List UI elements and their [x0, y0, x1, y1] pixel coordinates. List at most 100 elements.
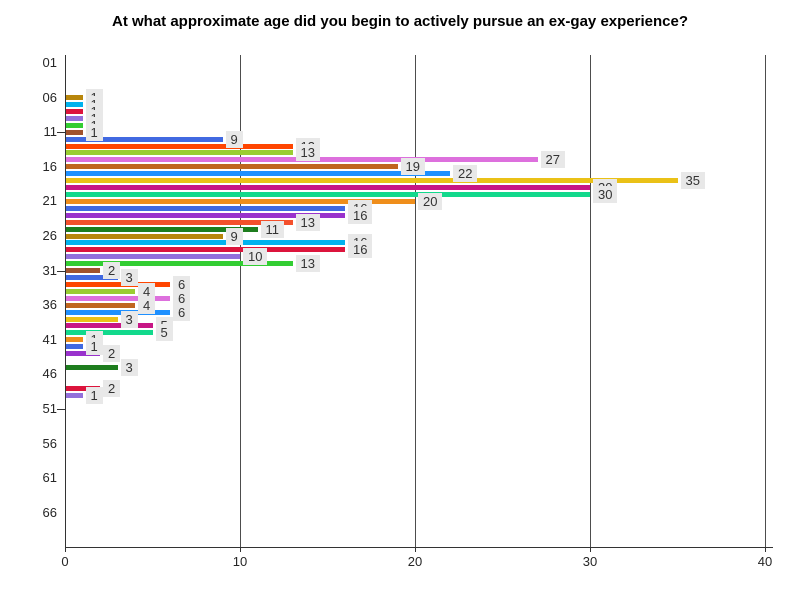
bar-age-29 [66, 254, 240, 260]
bar-age-49 [66, 392, 83, 398]
bar-age-45 [66, 364, 118, 370]
y-axis-tick-label: 01 [42, 55, 57, 70]
bar-age-16 [66, 164, 398, 170]
x-axis-tick-label: 10 [232, 554, 248, 569]
bar-age-7 [66, 102, 83, 108]
value-label-age-23: 16 [348, 206, 373, 224]
x-tick-dash-0 [65, 548, 66, 552]
value-label-age-38: 3 [120, 310, 138, 328]
bar-age-8 [66, 108, 83, 114]
bar-age-24 [66, 219, 293, 225]
y-axis-line [65, 55, 66, 548]
bar-age-23 [66, 212, 345, 218]
bar-age-42 [66, 344, 83, 350]
x-tick-dash-10 [240, 548, 241, 552]
bar-age-41 [66, 337, 83, 343]
value-label-age-36: 4 [138, 296, 156, 314]
x-axis-tick-label: 40 [757, 554, 773, 569]
bar-age-43 [66, 351, 100, 357]
y-axis-tick-label: 26 [42, 228, 57, 243]
y-tick-dash-11 [57, 132, 65, 133]
value-label-age-40: 5 [155, 324, 173, 342]
bar-age-19 [66, 185, 590, 191]
x-tick-dash-30 [590, 548, 591, 552]
bar-age-28 [66, 247, 345, 253]
value-label-age-28: 16 [348, 241, 373, 259]
gridline-x-30 [590, 55, 591, 547]
bar-age-25 [66, 226, 258, 232]
value-label-age-45: 3 [120, 358, 138, 376]
value-label-age-17: 22 [453, 165, 478, 183]
bar-age-35 [66, 295, 170, 301]
x-tick-dash-20 [415, 548, 416, 552]
gridline-x-40 [765, 55, 766, 547]
bar-age-37 [66, 309, 170, 315]
bar-age-11 [66, 129, 83, 135]
x-axis-tick-label: 30 [582, 554, 598, 569]
bar-age-20 [66, 191, 590, 197]
value-label-age-20: 30 [593, 185, 618, 203]
bar-age-36 [66, 302, 135, 308]
x-tick-dash-40 [765, 548, 766, 552]
value-label-age-11: 1 [85, 123, 103, 141]
x-axis-tick-label: 20 [407, 554, 423, 569]
gridline-x-20 [415, 55, 416, 547]
value-label-age-42: 1 [85, 338, 103, 356]
bar-age-10 [66, 122, 83, 128]
bar-age-34 [66, 288, 135, 294]
y-axis-tick-label: 46 [42, 366, 57, 381]
bar-age-21 [66, 198, 415, 204]
bar-age-26 [66, 233, 223, 239]
value-label-age-30: 13 [295, 255, 320, 273]
value-label-age-26: 9 [225, 227, 243, 245]
y-axis-tick-label: 66 [42, 505, 57, 520]
value-label-age-18: 35 [680, 172, 705, 190]
value-label-age-16: 19 [400, 158, 425, 176]
y-axis-tick-label: 41 [42, 332, 57, 347]
x-axis-line [65, 547, 773, 548]
y-axis-tick-label: 56 [42, 436, 57, 451]
y-axis-tick-label: 51 [42, 401, 57, 416]
y-axis-tick-label: 31 [42, 263, 57, 278]
value-label-age-31: 2 [103, 262, 121, 280]
bar-age-6 [66, 95, 83, 101]
y-axis-tick-label: 21 [42, 193, 57, 208]
y-axis-tick-label: 16 [42, 159, 57, 174]
value-label-age-24: 13 [295, 213, 320, 231]
value-label-age-12: 9 [225, 130, 243, 148]
chart-title: At what approximate age did you begin to… [112, 13, 688, 30]
bar-age-27 [66, 240, 345, 246]
value-label-age-43: 2 [103, 345, 121, 363]
value-label-age-33: 6 [173, 275, 191, 293]
bar-age-32 [66, 275, 118, 281]
bar-age-40 [66, 330, 153, 336]
bar-age-14 [66, 150, 293, 156]
bar-age-48 [66, 385, 100, 391]
y-tick-dash-51 [57, 409, 65, 410]
gridline-x-10 [240, 55, 241, 547]
value-label-age-49: 1 [85, 386, 103, 404]
bar-age-38 [66, 316, 118, 322]
bar-age-39 [66, 323, 153, 329]
value-label-age-14: 13 [295, 144, 320, 162]
bar-age-30 [66, 261, 293, 267]
bar-age-33 [66, 281, 170, 287]
y-axis-tick-label: 06 [42, 90, 57, 105]
value-label-age-34: 4 [138, 282, 156, 300]
bar-age-17 [66, 171, 450, 177]
value-label-age-37: 6 [173, 303, 191, 321]
bar-age-9 [66, 115, 83, 121]
value-label-age-32: 3 [120, 269, 138, 287]
value-label-age-21: 20 [418, 192, 443, 210]
value-label-age-25: 11 [260, 220, 284, 238]
y-axis-tick-label: 36 [42, 297, 57, 312]
y-tick-dash-31 [57, 271, 65, 272]
value-label-age-29: 10 [243, 248, 268, 266]
x-axis-tick-label: 0 [61, 554, 69, 569]
bar-age-12 [66, 136, 223, 142]
bar-age-13 [66, 143, 293, 149]
value-label-age-35: 6 [173, 289, 191, 307]
value-label-age-48: 2 [103, 379, 121, 397]
bar-age-22 [66, 205, 345, 211]
